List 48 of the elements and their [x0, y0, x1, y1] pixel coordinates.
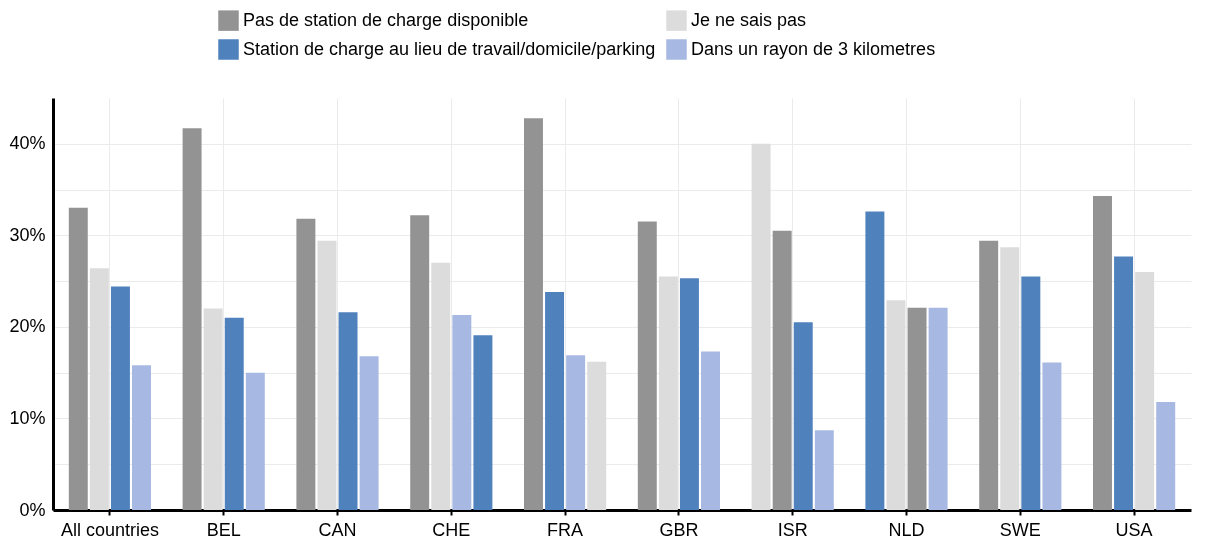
bar [245, 372, 265, 510]
x-tick-label: CHE [432, 519, 471, 540]
y-tick-label: 0% [19, 499, 46, 520]
bar [886, 300, 906, 510]
bar [1000, 247, 1020, 510]
bar [68, 207, 88, 510]
y-tick-label: 10% [9, 407, 46, 428]
bar [317, 240, 337, 510]
bar [637, 221, 657, 510]
legend-label: Station de charge au lieu de travail/domicile/parking [243, 38, 656, 59]
bar [679, 278, 699, 510]
legend-label: Pas de station de charge disponible [243, 9, 529, 30]
legend-label: Dans un rayon de 3 kilometres [691, 38, 936, 59]
bar [296, 218, 316, 510]
bar [182, 128, 202, 510]
bar [203, 308, 223, 510]
x-tick-label: All countries [60, 519, 159, 540]
x-tick-label: SWE [999, 519, 1041, 540]
y-tick-label: 40% [9, 133, 46, 154]
bar [431, 262, 451, 510]
bar [793, 322, 813, 510]
bar [979, 240, 999, 510]
legend-label: Je ne sais pas [691, 9, 807, 30]
bar [701, 351, 720, 510]
bar [224, 317, 244, 510]
x-tick-label: BEL [206, 519, 241, 540]
x-tick-label: CAN [318, 519, 357, 540]
bar [658, 276, 678, 510]
bar [1042, 362, 1062, 510]
y-tick-label: 20% [9, 316, 46, 337]
bar [1093, 195, 1112, 510]
bar [338, 312, 358, 510]
bar [1021, 276, 1041, 510]
x-tick-label: USA [1115, 519, 1153, 540]
bar [110, 286, 130, 510]
bar [132, 365, 151, 510]
x-tick-label: FRA [547, 519, 584, 540]
bar [359, 356, 379, 510]
x-tick-label: GBR [659, 519, 699, 540]
bar [89, 268, 109, 510]
y-tick-label: 30% [9, 224, 46, 245]
bar [814, 430, 834, 510]
x-tick-label: NLD [888, 519, 925, 540]
bar [524, 118, 543, 510]
x-tick-label: ISR [777, 519, 808, 540]
bar [1156, 401, 1176, 510]
bar [410, 215, 430, 510]
bar [928, 307, 948, 510]
